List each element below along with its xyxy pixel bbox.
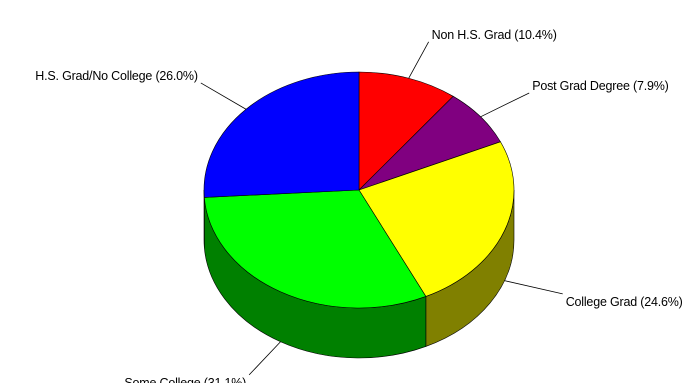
label-layer: Non H.S. Grad (10.4%) Post Grad Degree (7… [35, 28, 683, 383]
leader-line-non-h-s-grad [408, 41, 429, 79]
leader-line-h-s-grad-no-college [200, 82, 247, 110]
leader-line-post-grad-degree [480, 92, 530, 118]
pie-slice-some-college [203, 189, 427, 309]
pie-slice-h-s-grad-no-college [203, 71, 360, 198]
leader-line-layer [200, 41, 563, 376]
pie-top-layer [203, 71, 515, 309]
slice-label-post-grad-degree: Post Grad Degree (7.9%) [532, 79, 668, 93]
slice-label-h-s-grad-no-college: H.S. Grad/No College (26.0%) [35, 69, 198, 83]
leader-line-some-college [248, 341, 281, 376]
leader-line-college-grad [504, 280, 563, 295]
pie-slice-non-h-s-grad [358, 71, 454, 191]
slice-label-non-h-s-grad: Non H.S. Grad (10.4%) [432, 28, 557, 42]
slice-label-college-grad: College Grad (24.6%) [566, 295, 683, 309]
pie-slice-college-grad [358, 141, 515, 297]
slice-label-some-college: Some College (31.1%) [124, 376, 246, 383]
